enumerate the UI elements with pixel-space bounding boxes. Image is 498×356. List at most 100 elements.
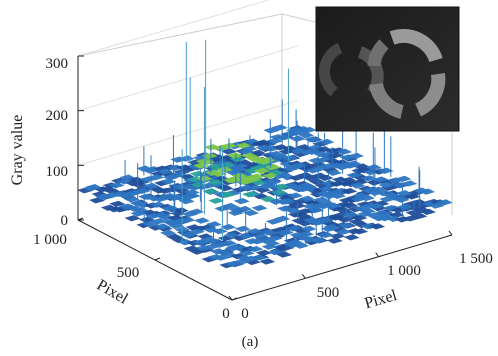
surface-patch [411, 212, 428, 220]
y-tick [231, 297, 238, 301]
surface-patch [238, 184, 255, 191]
surface-patch [235, 142, 252, 149]
x-axis-label: Pixel [363, 287, 400, 313]
surface-patch [266, 235, 283, 242]
surface-patch [428, 202, 445, 209]
surface-patch [242, 191, 259, 198]
surface-patch [401, 180, 418, 187]
surface-patch [298, 195, 315, 202]
tick-marks [77, 55, 453, 301]
surface-patch [313, 196, 330, 203]
surface-patch [220, 223, 237, 231]
surface-patch [222, 177, 239, 184]
surface-patch [193, 217, 210, 224]
surface-patch [211, 228, 228, 235]
surface-patch [358, 194, 375, 202]
surface-patch [245, 175, 262, 183]
x-tick [228, 295, 233, 301]
surface-patch [337, 222, 354, 229]
surface-patch [404, 193, 421, 200]
surface-patch [83, 185, 100, 192]
surface-patch [256, 158, 273, 165]
z-tick-label: 100 [46, 164, 69, 180]
surface-patch [233, 198, 250, 205]
surface-patch [275, 134, 292, 141]
surface-patch [265, 164, 282, 171]
y-tick [154, 257, 161, 261]
surface-patch [160, 178, 177, 185]
surface-patch [124, 215, 141, 222]
surface-patch [255, 249, 272, 257]
surface-patch [162, 174, 179, 181]
surface-patch [142, 167, 159, 174]
surface-patch [291, 162, 308, 169]
surface-patch [262, 172, 279, 179]
surface-patch [152, 195, 169, 203]
surface-patch [393, 196, 410, 203]
surface-patch [109, 200, 126, 207]
surface-patch [368, 202, 385, 209]
grid-line [77, 0, 271, 57]
surface-patch [246, 228, 263, 235]
surface-patch [388, 211, 405, 218]
surface-patch [123, 196, 140, 203]
surface-patch [349, 182, 366, 189]
surface-patch [419, 208, 436, 215]
surface-patch [208, 197, 225, 204]
surface-patch [184, 192, 201, 199]
z-tick-label: 0 [61, 213, 69, 229]
surface-patch [341, 188, 358, 195]
surface-patch [154, 223, 171, 230]
surface-patch [183, 189, 200, 196]
surface-patch [343, 234, 360, 241]
surface-patch [202, 188, 219, 195]
surface-patch [395, 175, 412, 182]
surface-patch [237, 233, 254, 240]
x-tick [375, 252, 380, 257]
surface-patch [396, 190, 413, 197]
surface-patch [266, 137, 283, 145]
surface-patch [252, 233, 269, 240]
surface-patch [271, 124, 288, 131]
surface-patch [336, 148, 353, 155]
surface-patch [251, 204, 268, 212]
surface-patch [207, 179, 224, 186]
surface-patch [276, 251, 293, 258]
surface-patch [188, 208, 205, 215]
surface-patch [156, 168, 173, 175]
surface-patch [298, 132, 315, 139]
y-tick-label: 0 [222, 306, 230, 322]
z-tick-label: 300 [46, 56, 69, 72]
surface-patch [166, 233, 183, 240]
surface-patch [180, 231, 197, 238]
x-tick [301, 274, 306, 279]
surface-patch [192, 239, 209, 246]
surface-patch [150, 218, 167, 225]
surface-patch [300, 225, 317, 233]
surface-patch [326, 237, 343, 244]
surface-patch [342, 162, 359, 169]
surface-patch [286, 225, 303, 232]
surface-patch [282, 165, 299, 172]
surface-patch [397, 203, 414, 211]
x-tick-label: 0 [241, 306, 249, 322]
surface-patch [261, 243, 278, 250]
y-tick-label: 1 000 [33, 232, 67, 248]
surface-patch [205, 221, 222, 228]
surface-patch [287, 192, 304, 199]
surface-patch [228, 206, 245, 213]
surface-patch [188, 228, 205, 235]
surface-patch [378, 182, 395, 189]
surface-patch [178, 198, 195, 205]
surface-patch [247, 245, 264, 253]
surface-patch [233, 258, 250, 265]
surface-patch [436, 199, 453, 206]
y-tick [77, 217, 84, 221]
surface-patch [300, 126, 317, 134]
surface-patch [238, 249, 255, 257]
surface-patch [168, 222, 185, 230]
surface-patch [252, 192, 269, 200]
surface-patch [270, 189, 287, 196]
z-axis-label: Gray value [9, 115, 26, 186]
surface-patch [419, 188, 436, 195]
